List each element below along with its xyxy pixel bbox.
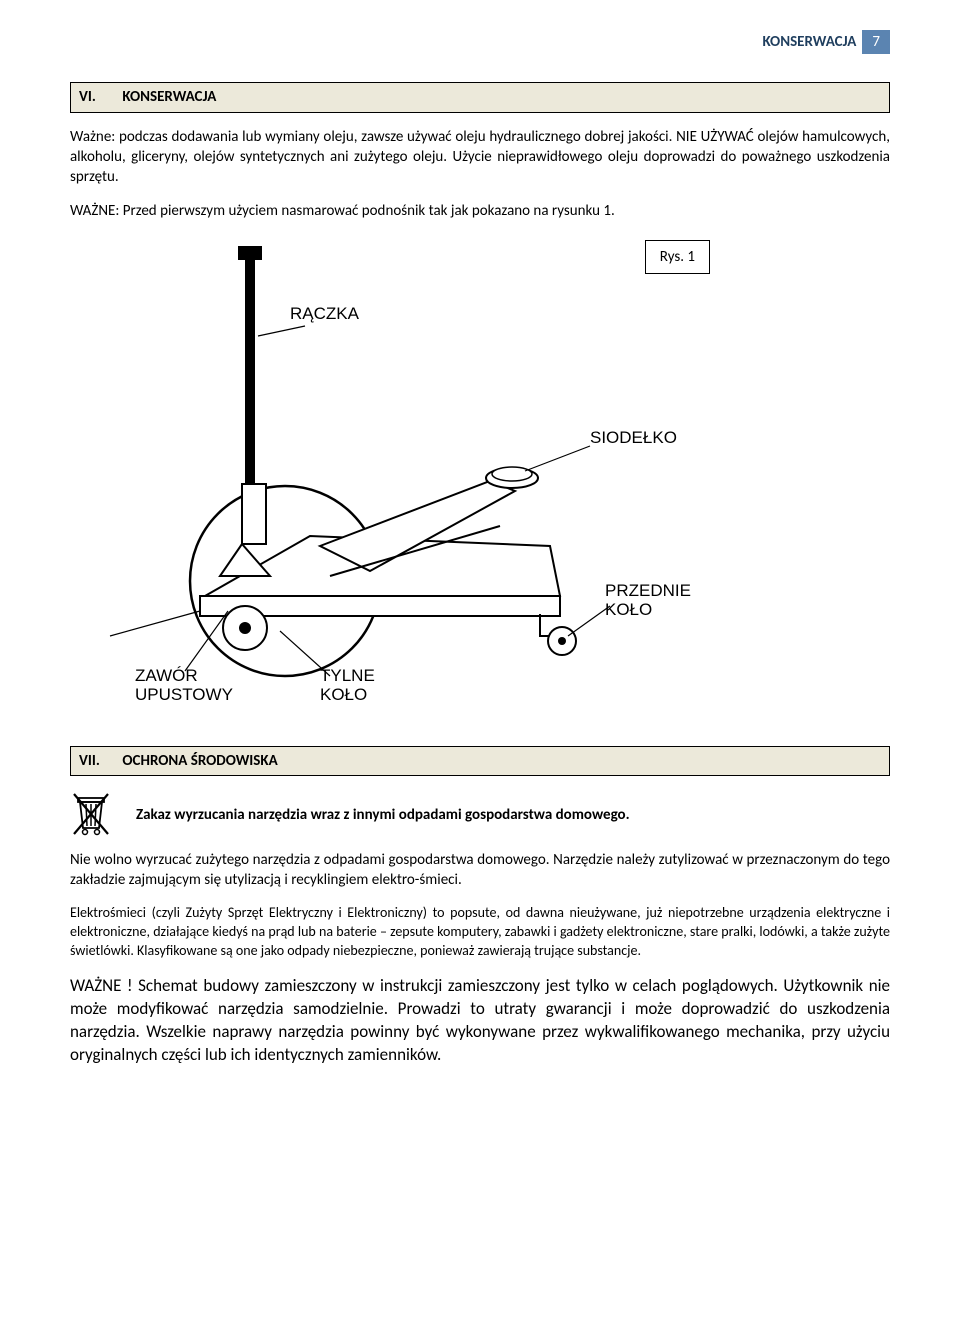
section-6-title: KONSERWACJA (122, 88, 216, 106)
figure-1: Rys. 1 RĄCZKA SIODEŁKO PRZEDNIE (70, 236, 890, 716)
figure-label-siodelko: SIODEŁKO (590, 428, 677, 448)
section-7-heading: VII. OCHRONA ŚRODOWISKA (70, 746, 890, 776)
page-header: KONSERWACJA 7 (70, 30, 890, 54)
figure-label-raczka: RĄCZKA (290, 304, 359, 324)
header-page-number: 7 (862, 30, 890, 54)
section-7-number: VII. (79, 751, 119, 771)
header-title: KONSERWACJA (763, 32, 857, 52)
section-6-number: VI. (79, 87, 119, 107)
section-6-paragraph-2: WAŻNE: Przed pierwszym użyciem nasmarowa… (70, 201, 890, 221)
weee-bold-text: Zakaz wyrzucania narzędzia wraz z innymi… (136, 805, 630, 825)
section-7-paragraph-2: Elektrośmieci (czyli Zużyty Sprzęt Elekt… (70, 904, 890, 961)
section-6-paragraph-1: Ważne: podczas dodawania lub wymiany ole… (70, 127, 890, 188)
weee-bin-icon (70, 790, 112, 840)
figure-label-przednie-kolo: PRZEDNIE KOŁO (605, 581, 691, 620)
section-7-paragraph-3: WAŻNE ! Schemat budowy zamieszczony w in… (70, 975, 890, 1067)
jack-diagram-icon (70, 236, 710, 716)
weee-row: Zakaz wyrzucania narzędzia wraz z innymi… (70, 790, 890, 840)
section-7-paragraph-1: Nie wolno wyrzucać zużytego narzędzia z … (70, 850, 890, 891)
figure-label-zawor-upustowy: ZAWÓR UPUSTOWY (135, 666, 233, 705)
section-6-heading: VI. KONSERWACJA (70, 82, 890, 112)
figure-label-tylne-kolo: TYLNE KOŁO (320, 666, 375, 705)
section-7-title: OCHRONA ŚRODOWISKA (122, 752, 277, 770)
